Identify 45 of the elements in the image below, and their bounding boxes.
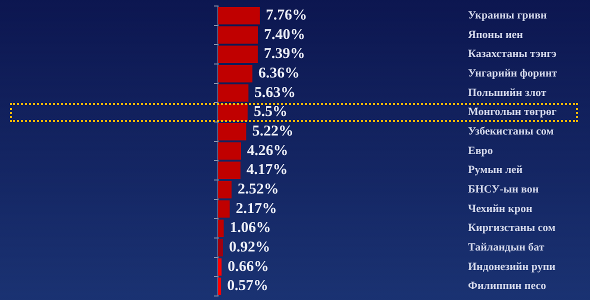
bar — [218, 26, 258, 44]
bar — [218, 6, 260, 24]
bar — [218, 162, 241, 180]
y-tick-label: Филиппин песо — [468, 280, 547, 292]
bar — [218, 180, 232, 198]
data-label: 5.63% — [254, 84, 296, 101]
data-label: 5.22% — [252, 124, 294, 140]
bar — [218, 84, 248, 102]
y-tick-label: Унгарийн форинт — [468, 68, 558, 80]
bar — [218, 258, 222, 276]
bar — [218, 278, 222, 296]
bar — [218, 220, 224, 238]
data-label: 7.76% — [266, 8, 308, 24]
data-label: 2.52% — [238, 182, 279, 198]
data-label: 4.17% — [246, 162, 288, 178]
y-tick-label: Японы иен — [468, 28, 524, 41]
y-tick-label: Румын лей — [468, 164, 524, 176]
data-label: 0.92% — [228, 240, 270, 256]
bar — [218, 200, 230, 218]
bar — [218, 64, 252, 82]
bar — [218, 46, 258, 64]
data-label: 7.39% — [264, 46, 306, 62]
data-label: 1.06% — [230, 220, 271, 236]
bar — [218, 142, 242, 160]
data-label: 0.66% — [228, 258, 269, 275]
bar — [218, 122, 246, 140]
y-tick-label: Чехийн крон — [468, 202, 533, 215]
y-tick-label: Украины гривн — [468, 10, 548, 22]
y-tick-label: Индонезийн рупи — [468, 260, 556, 273]
bar — [218, 104, 248, 122]
data-label: 6.36% — [258, 66, 300, 82]
data-label: 0.57% — [227, 278, 268, 294]
y-tick-label: Тайландын бат — [468, 242, 545, 254]
y-tick-label: Казахстаны тэнгэ — [468, 48, 557, 60]
bar — [218, 238, 223, 256]
data-label: 2.17% — [236, 200, 277, 217]
data-label: 5.5% — [254, 104, 288, 120]
y-tick-label: Киргизстаны сом — [468, 222, 556, 234]
y-tick-label: Польшийн злот — [468, 86, 547, 99]
data-label: 4.26% — [247, 142, 288, 159]
y-tick-label: Монголын төгрөг — [468, 106, 557, 118]
y-tick-label: Узбекистаны сом — [468, 126, 554, 138]
y-tick-label: Евро — [468, 144, 494, 157]
y-tick-label: БНСУ-ын вон — [468, 184, 540, 196]
data-label: 7.40% — [264, 26, 306, 43]
